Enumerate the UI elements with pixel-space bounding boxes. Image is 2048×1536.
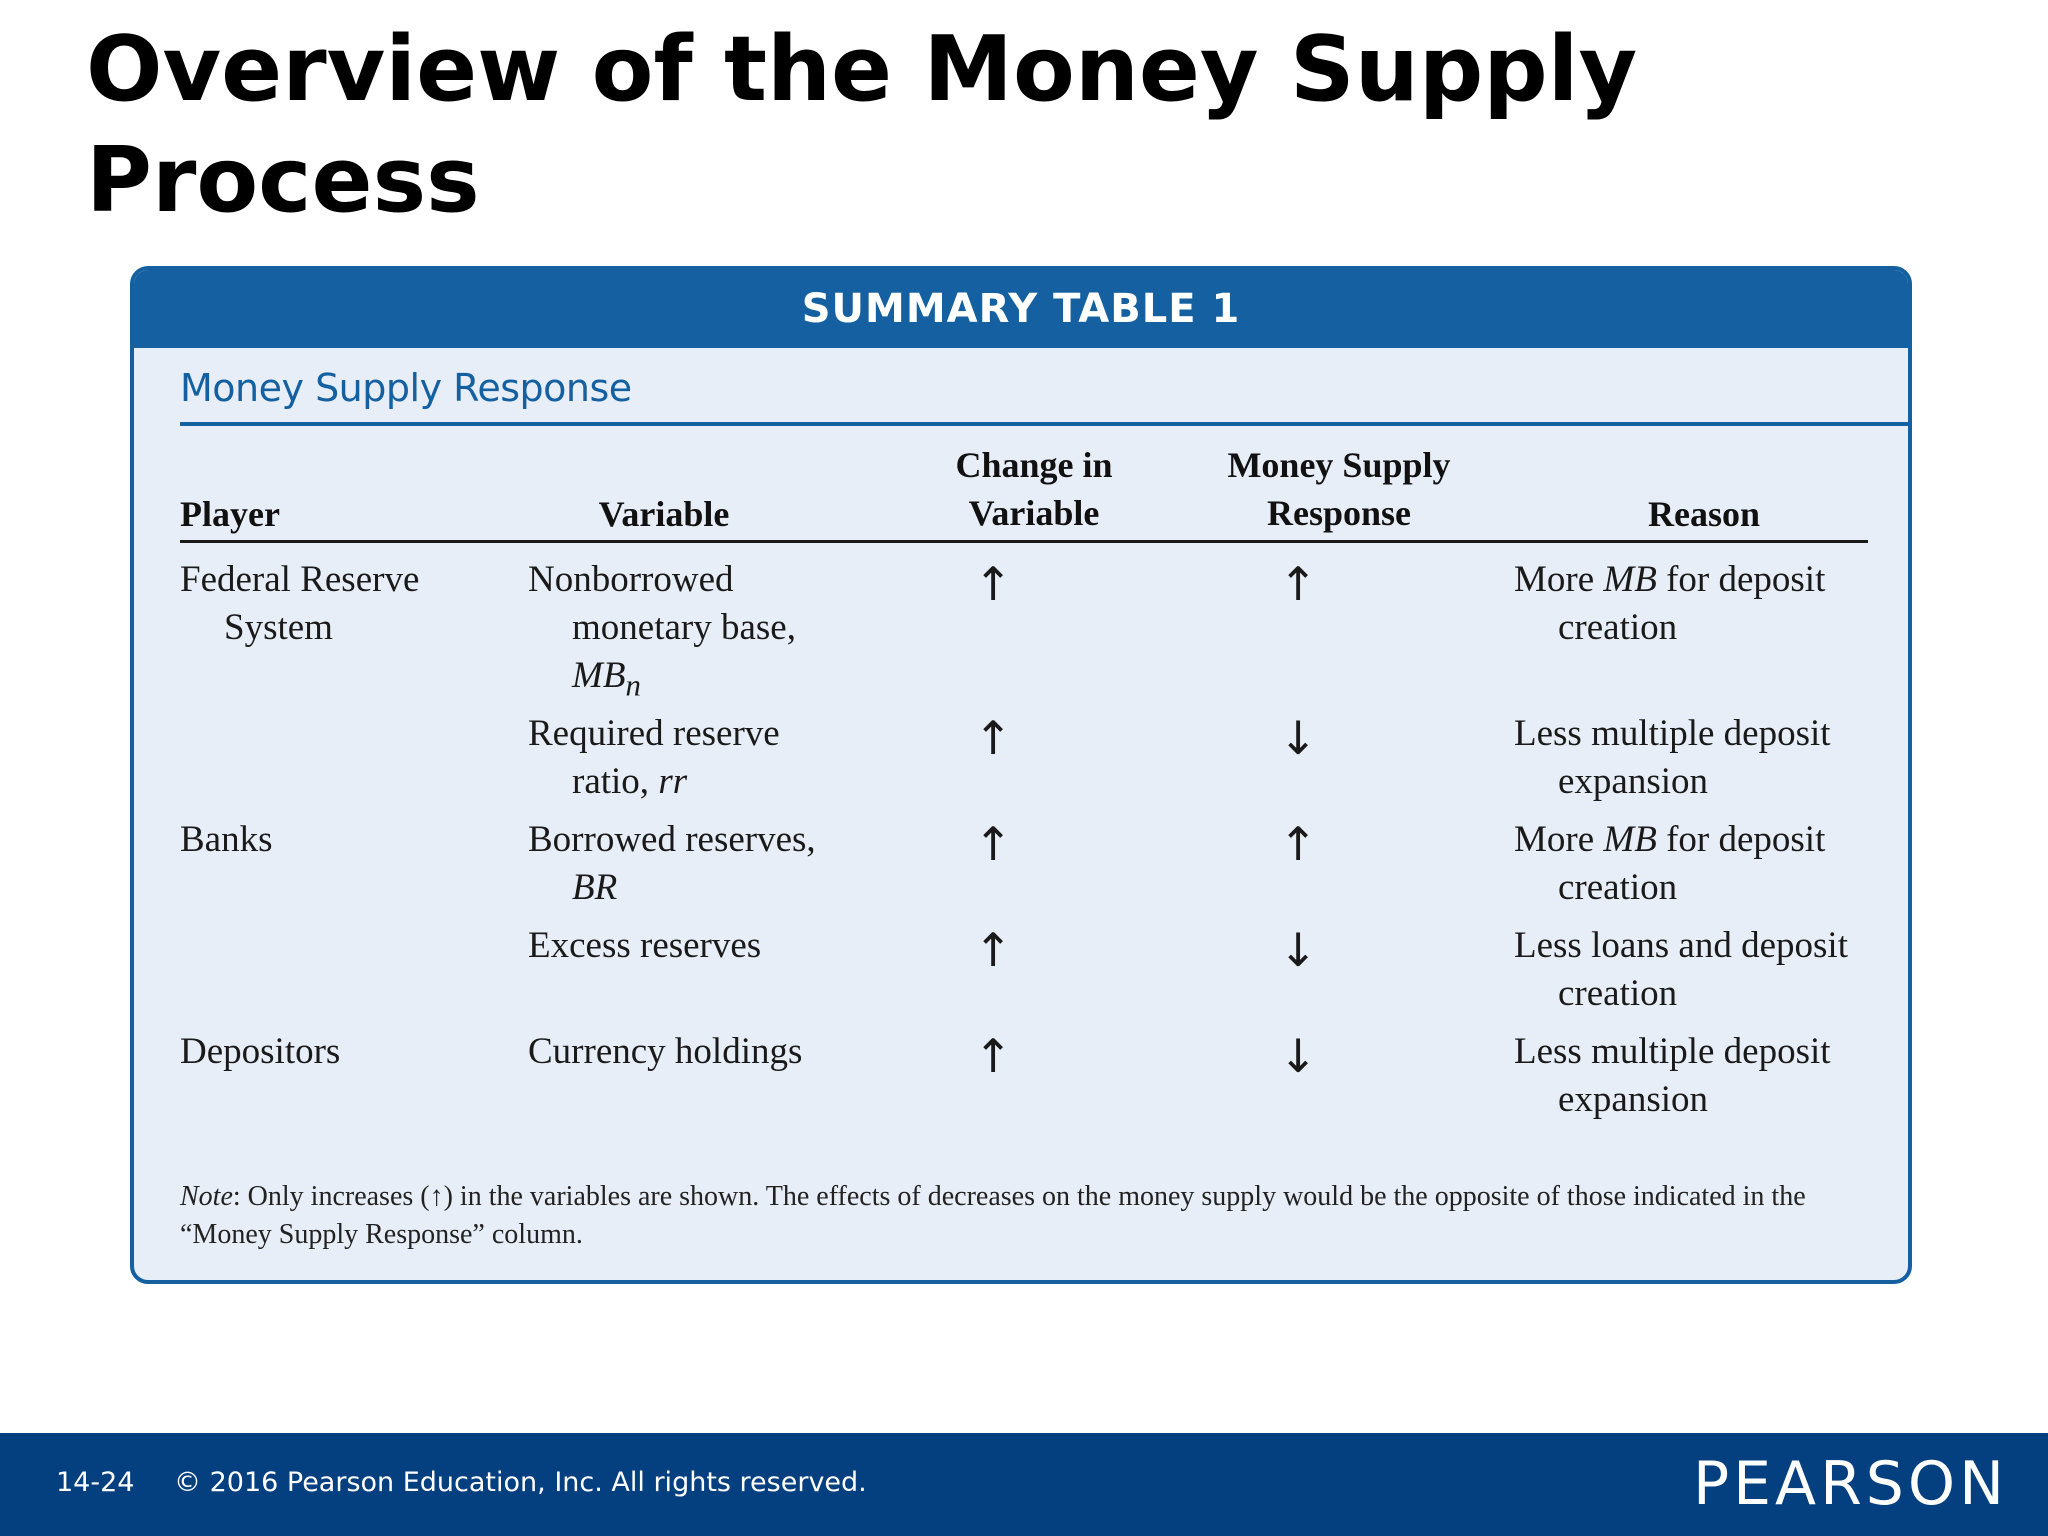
footer-bar: 14-24 © 2016 Pearson Education, Inc. All… xyxy=(0,1433,2048,1536)
change-arrow-icon: ↑ xyxy=(973,817,1013,871)
column-header-variable: Variable xyxy=(598,494,730,534)
table-row-variable: Required reserve ratio, rr xyxy=(528,713,780,802)
column-header-reason: Reason xyxy=(1647,494,1760,534)
pearson-logo: PEARSON xyxy=(1692,1449,2008,1519)
change-arrow-icon: ↑ xyxy=(973,711,1013,765)
slide-title: Overview of the Money Supply Process xyxy=(86,17,1638,233)
table-row-variable: Currency holdings xyxy=(528,1031,803,1072)
table-row-reason: Less loans and deposit creation xyxy=(1514,925,1848,1014)
up-arrow-icon: ↑ xyxy=(429,1181,444,1212)
table-row-variable: Borrowed reserves, BR xyxy=(528,819,816,908)
column-header-player: Player xyxy=(180,494,280,534)
page-number: 14-24 xyxy=(56,1467,135,1498)
table-row-player: Federal Reserve System xyxy=(180,559,420,648)
table-row-reason: More MB for deposit creation xyxy=(1514,559,1826,648)
response-arrow-icon: ↓ xyxy=(1278,1029,1318,1083)
summary-table-header: SUMMARY TABLE 1 xyxy=(134,270,1908,348)
summary-table-box: SUMMARY TABLE 1 Money Supply Response Pl… xyxy=(130,266,1912,1284)
table-row-reason: More MB for deposit creation xyxy=(1514,819,1826,908)
response-arrow-icon: ↓ xyxy=(1278,923,1318,977)
table-row-reason: Less multiple deposit expansion xyxy=(1514,713,1831,802)
change-arrow-icon: ↑ xyxy=(973,557,1013,611)
table-row-variable: Nonborrowed monetary base, MBn xyxy=(528,559,796,703)
table-row-player: Depositors xyxy=(180,1031,341,1072)
table-row-reason: Less multiple deposit expansion xyxy=(1514,1031,1831,1120)
copyright-notice: © 2016 Pearson Education, Inc. All right… xyxy=(174,1467,867,1498)
table-note: Note: Only increases (↑) in the variable… xyxy=(180,1181,1806,1250)
table-row-player: Banks xyxy=(180,819,273,860)
change-arrow-icon: ↑ xyxy=(973,1029,1013,1083)
response-arrow-icon: ↑ xyxy=(1278,817,1318,871)
change-arrow-icon: ↑ xyxy=(973,923,1013,977)
column-header-response: Money Supply Response xyxy=(1227,445,1451,533)
response-arrow-icon: ↑ xyxy=(1278,557,1318,611)
column-header-change: Change in Variable xyxy=(955,445,1113,533)
table-row-variable: Excess reserves xyxy=(528,925,762,966)
subtitle-divider xyxy=(180,422,1908,426)
header-divider xyxy=(180,540,1868,543)
summary-table-subtitle: Money Supply Response xyxy=(180,366,632,410)
response-arrow-icon: ↓ xyxy=(1278,711,1318,765)
